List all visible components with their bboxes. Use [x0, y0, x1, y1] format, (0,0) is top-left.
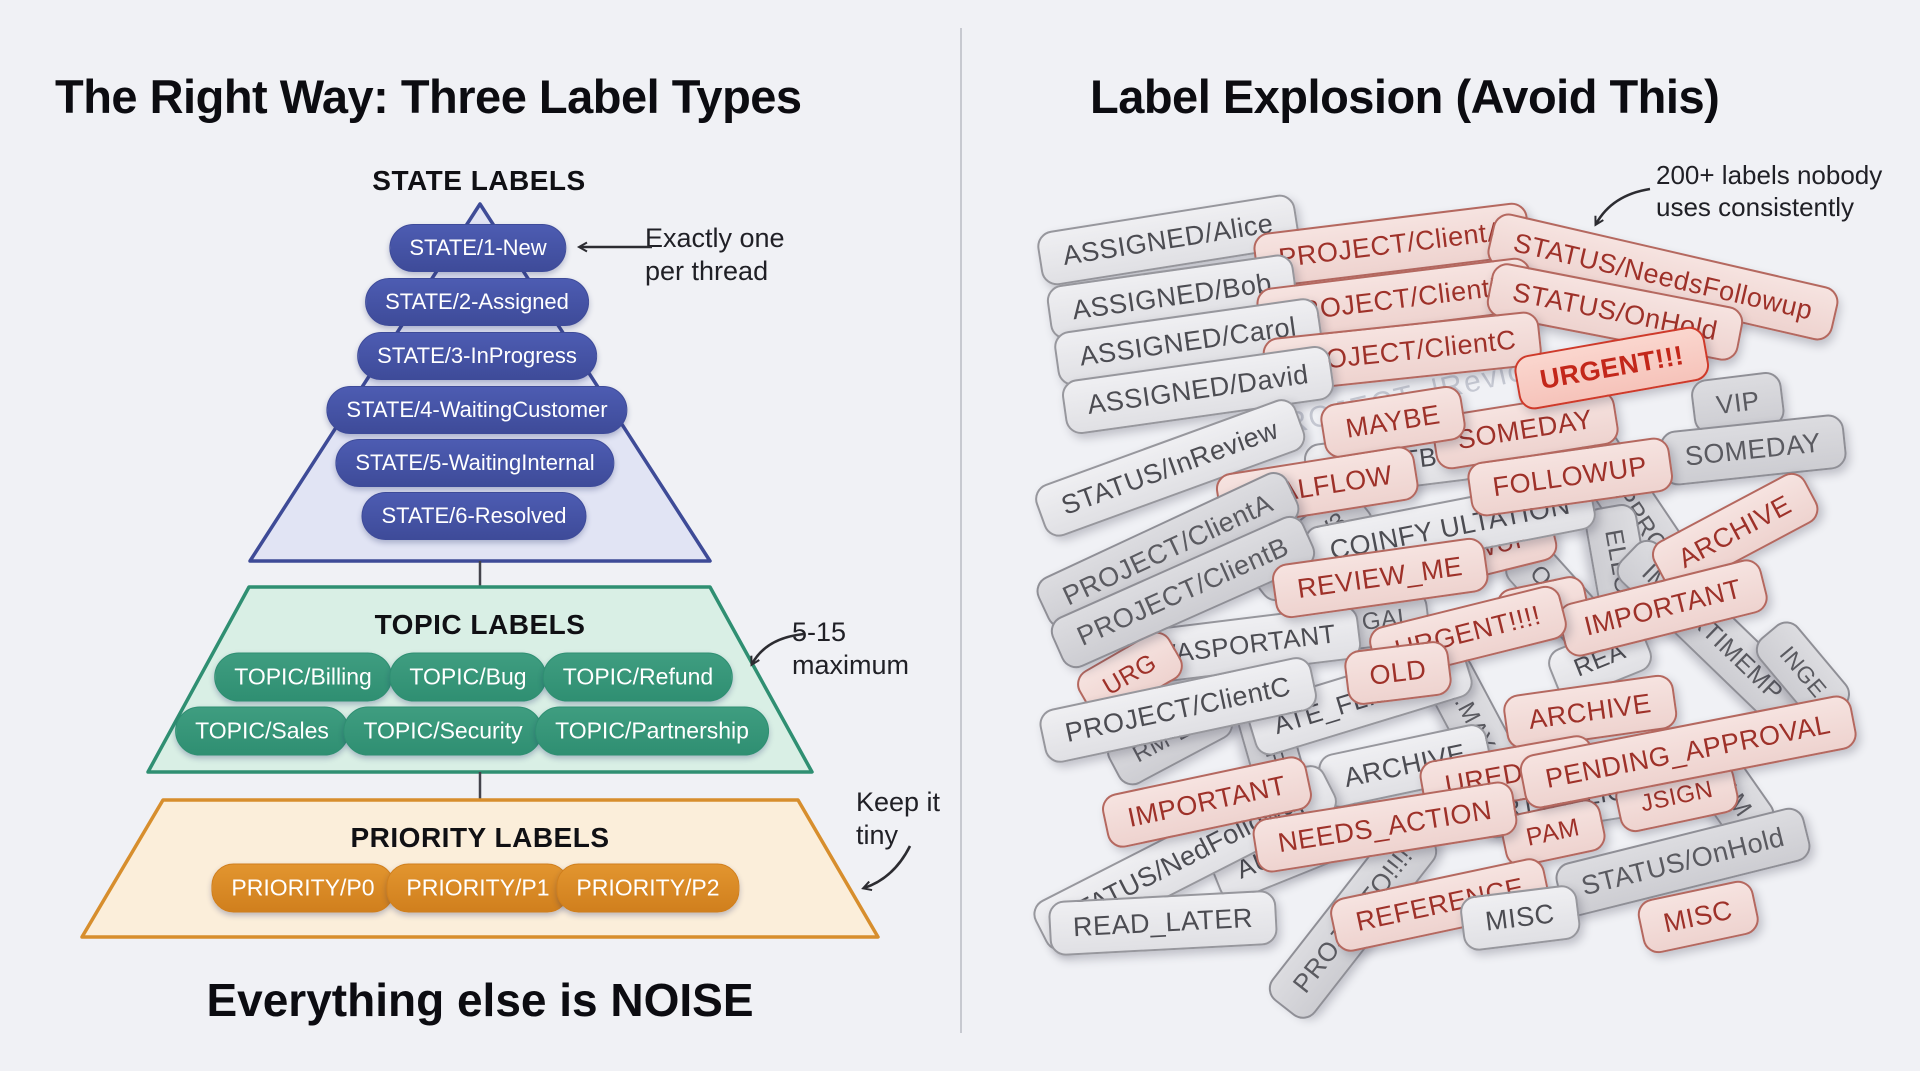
priority-pill: PRIORITY/P2	[556, 863, 740, 913]
chaos-label: READ_LATER	[1047, 889, 1279, 957]
annotation-exactly-one-line1: Exactly one	[645, 223, 785, 253]
annotation-200-labels-line1: 200+ labels nobody	[1656, 160, 1883, 190]
state-pill: STATE/4-WaitingCustomer	[326, 386, 628, 434]
annotation-keep-it-tiny-line2: tiny	[856, 819, 899, 850]
topic-pill: TOPIC/Partnership	[535, 706, 769, 756]
annotation-keep-it-tiny: Keep it tiny	[856, 786, 940, 852]
annotation-exactly-one-line2: per thread	[645, 255, 769, 286]
chaos-label: SOMEDAY	[1658, 413, 1848, 487]
state-pill: STATE/2-Assigned	[365, 278, 589, 326]
annotation-keep-it-tiny-line1: Keep it	[856, 787, 941, 817]
topic-pill: TOPIC/Billing	[214, 652, 392, 702]
arrow-keep-it-tiny-icon	[861, 845, 912, 892]
topic-pill: TOPIC/Bug	[389, 652, 547, 702]
annotation-maximum-line1: 5-15	[792, 617, 847, 647]
state-labels-heading: STATE LABELS	[372, 165, 586, 196]
state-pill: STATE/1-New	[389, 224, 567, 272]
annotation-200-labels-line2: uses consistently	[1656, 191, 1854, 222]
annotation-200-labels: 200+ labels nobody uses consistently	[1656, 160, 1882, 223]
topic-labels-heading: TOPIC LABELS	[374, 609, 586, 640]
topic-pill: TOPIC/Refund	[542, 652, 734, 702]
annotation-maximum-line2: maximum	[792, 649, 910, 680]
noise-footer: Everything else is NOISE	[206, 974, 754, 1026]
left-panel-title: The Right Way: Three Label Types	[55, 70, 802, 124]
priority-pill: PRIORITY/P0	[211, 863, 395, 913]
annotation-exactly-one: Exactly one per thread	[645, 222, 785, 288]
priority-labels-heading: PRIORITY LABELS	[350, 822, 610, 853]
topic-pill: TOPIC/Security	[343, 706, 543, 756]
panel-divider	[960, 28, 962, 1033]
priority-pill: PRIORITY/P1	[386, 863, 570, 913]
right-panel-title: Label Explosion (Avoid This)	[1090, 70, 1720, 124]
state-pill: STATE/3-InProgress	[357, 332, 597, 380]
state-pill: STATE/5-WaitingInternal	[335, 439, 615, 487]
annotation-maximum: 5-15 maximum	[792, 616, 909, 682]
state-pill: STATE/6-Resolved	[361, 492, 587, 540]
topic-pill: TOPIC/Sales	[175, 706, 349, 756]
arrow-200-labels-icon	[1594, 187, 1651, 227]
